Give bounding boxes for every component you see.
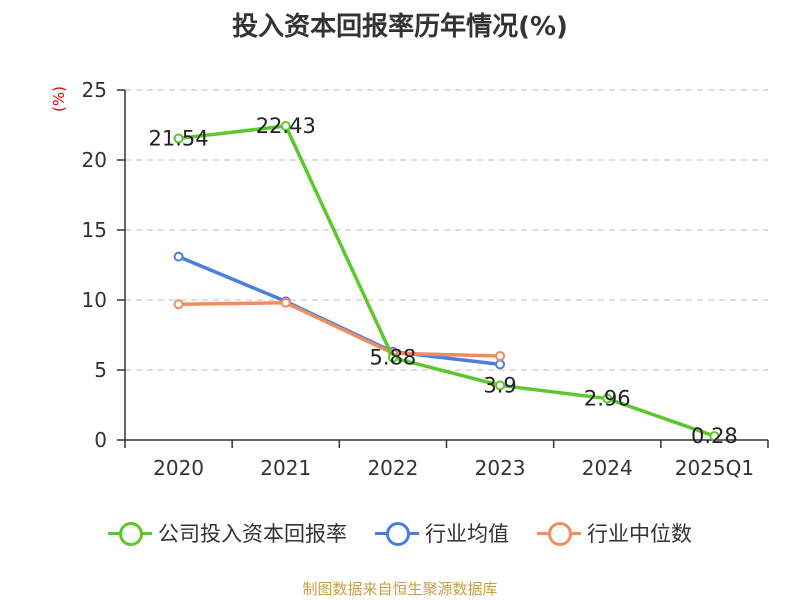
legend-swatch-industry-median bbox=[537, 521, 581, 546]
x-tick-label-2022: 2022 bbox=[367, 456, 418, 480]
data-label-1: 22.43 bbox=[256, 114, 316, 138]
series-line-2 bbox=[178, 301, 501, 358]
data-label-2: 5.88 bbox=[370, 346, 417, 370]
chart-title: 投入资本回报率历年情况(%) bbox=[232, 12, 568, 42]
data-label-0: 21.54 bbox=[149, 126, 209, 150]
x-tick-label-2020: 2020 bbox=[153, 456, 204, 480]
data-point-s0-1 bbox=[280, 120, 291, 131]
y-tick-label-10: 10 bbox=[82, 288, 107, 312]
data-label-4: 2.96 bbox=[584, 387, 631, 411]
data-label-3: 3.9 bbox=[483, 373, 516, 397]
legend-item-industry-median[interactable]: 行业中位数 bbox=[537, 518, 692, 548]
legend-marker-industry-mean bbox=[386, 522, 410, 546]
data-point-s1-0 bbox=[173, 251, 184, 262]
data-point-s0-4 bbox=[602, 393, 613, 404]
data-point-s2-3 bbox=[495, 351, 506, 361]
data-point-s0-0 bbox=[173, 133, 184, 144]
legend: 公司投入资本回报率 行业均值 行业中位数 bbox=[0, 518, 800, 548]
y-tick-label-0: 0 bbox=[94, 428, 107, 452]
x-tick-label-2021: 2021 bbox=[260, 456, 311, 480]
y-tick-label-5: 5 bbox=[94, 358, 107, 382]
legend-swatch-industry-mean bbox=[375, 521, 419, 546]
x-tick-label-2024: 2024 bbox=[582, 456, 633, 480]
y-tick-label-15: 15 bbox=[82, 218, 107, 242]
legend-item-industry-mean[interactable]: 行业均值 bbox=[375, 518, 509, 548]
data-label-5: 0.28 bbox=[691, 424, 738, 448]
legend-marker-industry-median bbox=[548, 522, 572, 546]
source-footer: 制图数据来自恒生聚源数据库 bbox=[302, 580, 498, 598]
series-line-1 bbox=[177, 254, 501, 367]
x-tick-label-2025Q1: 2025Q1 bbox=[675, 456, 754, 480]
legend-marker-company bbox=[119, 522, 143, 546]
y-tick-label-25: 25 bbox=[82, 78, 107, 102]
data-point-s2-0 bbox=[173, 299, 184, 310]
legend-swatch-company bbox=[108, 521, 152, 546]
legend-label-industry-median: 行业中位数 bbox=[587, 522, 692, 546]
data-point-s1-3 bbox=[495, 359, 506, 370]
series-line-0 bbox=[178, 124, 715, 438]
data-point-s0-2 bbox=[387, 352, 398, 363]
legend-label-company: 公司投入资本回报率 bbox=[158, 522, 347, 546]
legend-item-company[interactable]: 公司投入资本回报率 bbox=[108, 518, 347, 548]
data-point-s0-3 bbox=[495, 380, 506, 391]
y-tick-label-20: 20 bbox=[82, 148, 107, 172]
data-point-s2-1 bbox=[280, 297, 291, 308]
legend-label-industry-mean: 行业均值 bbox=[425, 522, 509, 546]
data-point-s0-5 bbox=[709, 431, 720, 442]
x-tick-label-2023: 2023 bbox=[475, 456, 526, 480]
